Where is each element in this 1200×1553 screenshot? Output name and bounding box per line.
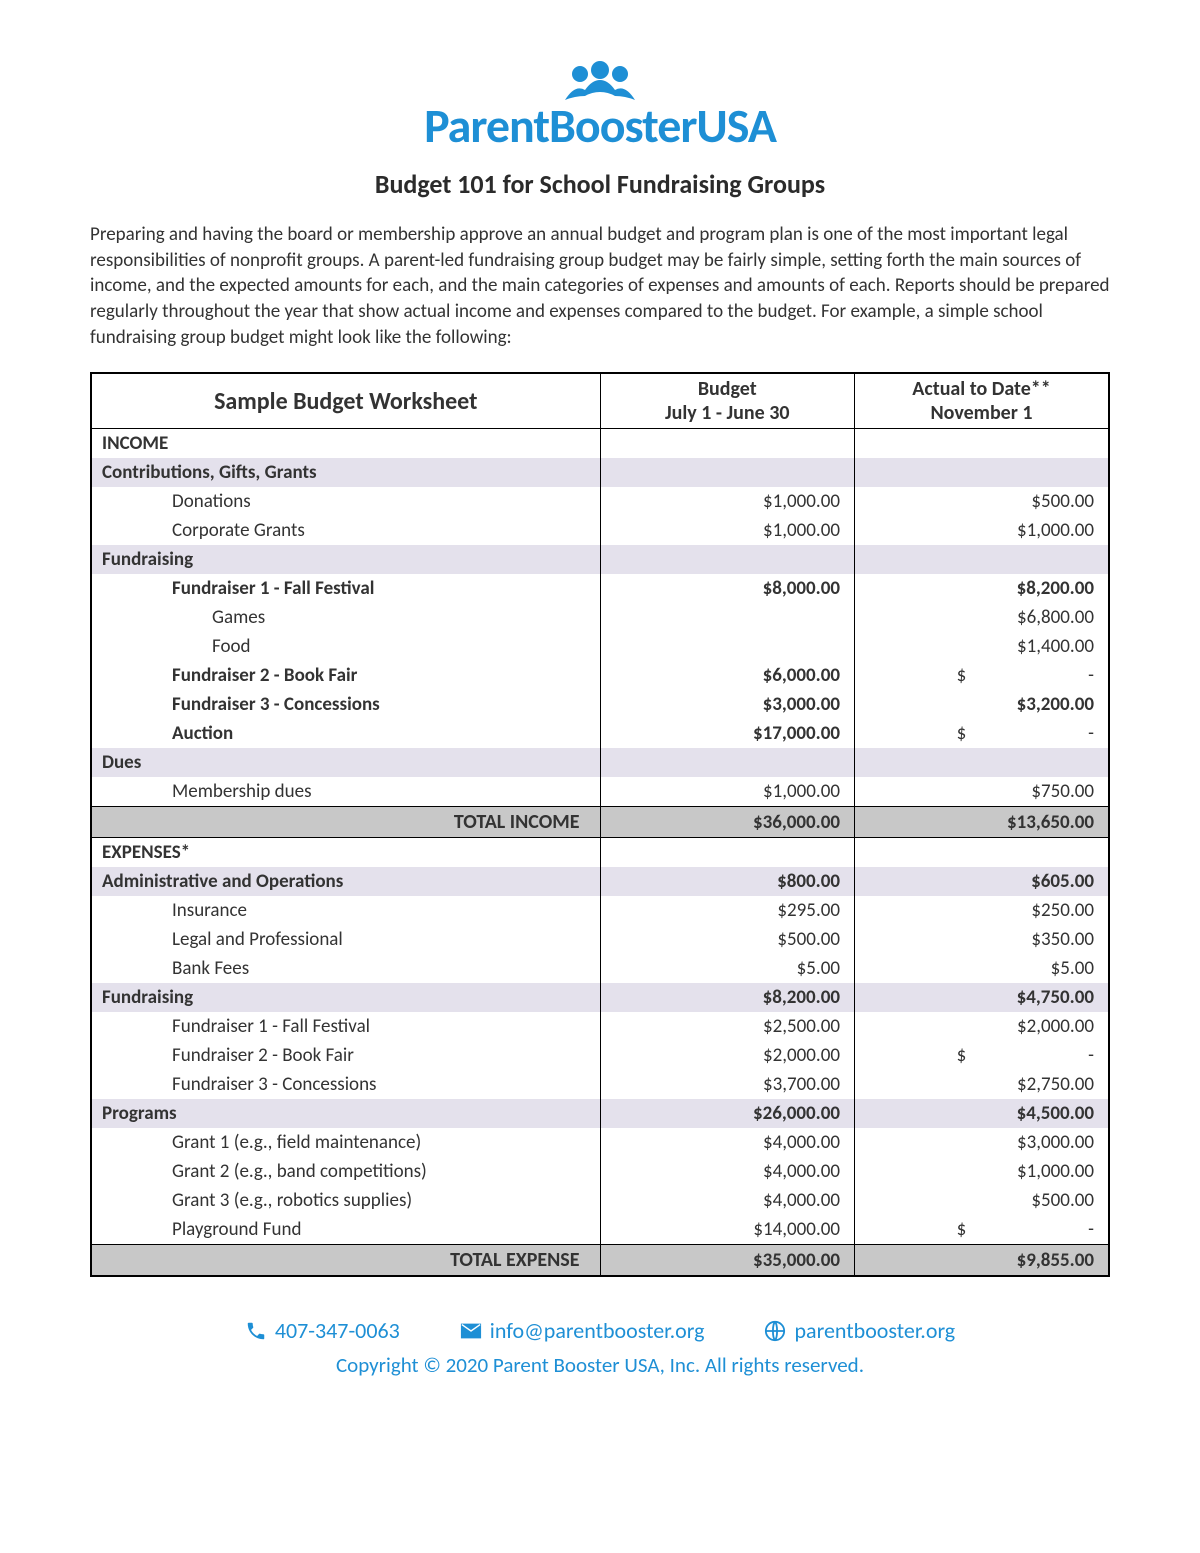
table-row: Grant 3 (e.g., robotics supplies)$4,000.… bbox=[91, 1186, 1109, 1215]
table-row: Bank Fees$5.00$5.00 bbox=[91, 954, 1109, 983]
footer-phone: 407-347-0063 bbox=[245, 1317, 400, 1344]
section-header: Administrative and Operations$800.00$605… bbox=[91, 867, 1109, 896]
globe-icon bbox=[764, 1320, 786, 1342]
table-row: Insurance$295.00$250.00 bbox=[91, 896, 1109, 925]
table-row: Food$1,400.00 bbox=[91, 632, 1109, 661]
table-row: Fundraiser 1 - Fall Festival$8,000.00$8,… bbox=[91, 574, 1109, 603]
table-row: Fundraiser 3 - Concessions$3,000.00$3,20… bbox=[91, 690, 1109, 719]
table-row: Donations$1,000.00$500.00 bbox=[91, 487, 1109, 516]
budget-table: Sample Budget Worksheet BudgetJuly 1 - J… bbox=[90, 372, 1110, 1277]
table-row: Fundraiser 1 - Fall Festival$2,500.00$2,… bbox=[91, 1012, 1109, 1041]
table-header-row: Sample Budget Worksheet BudgetJuly 1 - J… bbox=[91, 373, 1109, 429]
table-row: Legal and Professional$500.00$350.00 bbox=[91, 925, 1109, 954]
footer-web: parentbooster.org bbox=[764, 1317, 955, 1344]
intro-paragraph: Preparing and having the board or member… bbox=[90, 222, 1110, 350]
total-expense-row: TOTAL EXPENSE $35,000.00 $9,855.00 bbox=[91, 1245, 1109, 1277]
table-row: Games$6,800.00 bbox=[91, 603, 1109, 632]
section-header: Programs$26,000.00$4,500.00 bbox=[91, 1099, 1109, 1128]
income-header: INCOME bbox=[91, 429, 1109, 459]
footer-email: info@parentbooster.org bbox=[460, 1317, 705, 1344]
document-page: ParentBoosterUSA Budget 101 for School F… bbox=[0, 0, 1200, 1553]
page-footer: 407-347-0063 info@parentbooster.org pare… bbox=[90, 1317, 1110, 1378]
total-income-row: TOTAL INCOME $36,000.00 $13,650.00 bbox=[91, 807, 1109, 838]
table-row: Fundraiser 2 - Book Fair$2,000.00$- bbox=[91, 1041, 1109, 1070]
section-header: Fundraising bbox=[91, 545, 1109, 574]
section-header: Contributions, Gifts, Grants bbox=[91, 458, 1109, 487]
phone-icon bbox=[245, 1320, 267, 1342]
table-row: Fundraiser 2 - Book Fair$6,000.00$- bbox=[91, 661, 1109, 690]
footer-email-text: info@parentbooster.org bbox=[490, 1317, 705, 1344]
table-row: Fundraiser 3 - Concessions$3,700.00$2,75… bbox=[91, 1070, 1109, 1099]
section-header: Fundraising$8,200.00$4,750.00 bbox=[91, 983, 1109, 1012]
email-icon bbox=[460, 1320, 482, 1342]
footer-phone-text: 407-347-0063 bbox=[275, 1317, 400, 1344]
table-row: Grant 2 (e.g., band competitions)$4,000.… bbox=[91, 1157, 1109, 1186]
expenses-header: EXPENSES* bbox=[91, 838, 1109, 868]
table-row: Auction$17,000.00$- bbox=[91, 719, 1109, 748]
section-header: Dues bbox=[91, 748, 1109, 777]
page-title: Budget 101 for School Fundraising Groups bbox=[90, 168, 1110, 200]
brand-logo: ParentBoosterUSA bbox=[90, 60, 1110, 150]
table-row: Membership dues$1,000.00$750.00 bbox=[91, 777, 1109, 807]
brand-name: ParentBoosterUSA bbox=[90, 102, 1110, 150]
table-row: Grant 1 (e.g., field maintenance)$4,000.… bbox=[91, 1128, 1109, 1157]
table-row: Corporate Grants$1,000.00$1,000.00 bbox=[91, 516, 1109, 545]
copyright-text: Copyright © 2020 Parent Booster USA, Inc… bbox=[90, 1352, 1110, 1378]
table-row: Playground Fund$14,000.00$- bbox=[91, 1215, 1109, 1245]
worksheet-title: Sample Budget Worksheet bbox=[102, 387, 590, 416]
footer-web-text: parentbooster.org bbox=[794, 1317, 955, 1344]
